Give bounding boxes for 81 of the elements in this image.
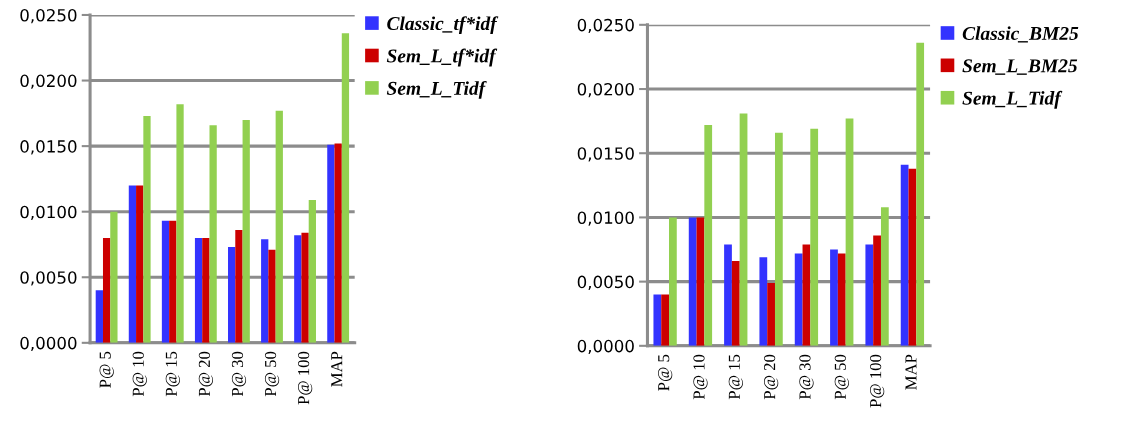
y-tick-label: 0,0150 [577, 147, 634, 162]
bar [294, 235, 302, 343]
y-tick-label: 0,0050 [577, 275, 634, 290]
x-tick-label: P@ 5 [99, 351, 114, 388]
x-tick-label: MAP [331, 351, 343, 387]
bar [900, 164, 909, 346]
bar [653, 294, 662, 346]
bar [95, 290, 103, 343]
bar [731, 261, 740, 346]
x-tick-label: P@ 20 [198, 351, 214, 397]
bar [810, 128, 819, 346]
y-tick-label: 0,0150 [20, 140, 77, 155]
bar [169, 220, 177, 343]
legend-label: Sem_L_tf*idf [386, 48, 498, 67]
bar [275, 110, 283, 343]
bar [661, 294, 669, 346]
x-tick-label: P@ 15 [165, 351, 180, 397]
y-tick-label: 0,0200 [20, 74, 77, 89]
legend-label: Classic_BM25 [962, 26, 1079, 43]
legend-label: Sem_L_BM25 [962, 59, 1078, 75]
x-tick-label: P@ 15 [728, 354, 743, 400]
bar [341, 33, 350, 343]
bar [194, 237, 203, 343]
bar [865, 244, 874, 346]
x-tick-label: P@ 50 [834, 354, 849, 400]
bar [128, 185, 137, 343]
bar [143, 115, 151, 343]
bar [759, 257, 768, 346]
bar [110, 211, 118, 343]
bar [268, 249, 276, 343]
legend-label: Classic_tf*idf [387, 16, 499, 35]
y-tick-label: 0,0000 [20, 336, 77, 352]
y-tick-label: 0,0000 [577, 339, 634, 355]
x-tick-label: P@ 10 [132, 351, 147, 397]
y-tick-label: 0,0200 [577, 82, 634, 98]
bar [261, 239, 269, 343]
bar [176, 104, 184, 343]
bar [794, 253, 803, 346]
x-tick-label: MAP [905, 354, 917, 390]
bar [845, 118, 854, 346]
x-tick-label: P@ 50 [264, 351, 280, 397]
y-tick-label: 0,0100 [20, 205, 77, 220]
y-tick-label: 0,0050 [20, 271, 77, 286]
bar [161, 220, 170, 343]
bar [704, 124, 713, 346]
bar [228, 247, 236, 343]
bar [308, 199, 316, 343]
y-tick-label: 0,0100 [577, 211, 634, 226]
bar [242, 119, 250, 343]
legend-label: Sem_L_Tidf [386, 81, 487, 99]
bar [837, 253, 846, 346]
bar [830, 249, 838, 346]
y-tick-label: 0,0250 [577, 18, 634, 34]
x-tick-label: P@ 30 [799, 354, 814, 400]
bar [739, 113, 748, 346]
bar [802, 244, 811, 346]
bar [202, 237, 210, 343]
x-tick-label: P@ 30 [231, 351, 247, 397]
bar [334, 143, 342, 343]
bar [696, 217, 705, 346]
bar [873, 235, 881, 346]
y-tick-label: 0,0250 [20, 8, 77, 24]
x-tick-label: P@ 100 [297, 351, 313, 405]
bar [767, 282, 775, 346]
bar [724, 244, 732, 346]
bar [688, 217, 697, 346]
x-tick-label: P@ 5 [658, 354, 673, 391]
bar [301, 232, 309, 343]
bar [209, 125, 217, 343]
bar [235, 230, 243, 343]
bar [774, 132, 783, 346]
bar [916, 42, 925, 346]
bar [102, 237, 111, 343]
bar [669, 217, 677, 346]
bar [327, 144, 335, 343]
legend-label: Sem_L_Tidf [962, 90, 1063, 109]
x-tick-label: P@ 10 [693, 354, 708, 400]
bar [880, 207, 889, 346]
x-tick-label: P@ 20 [764, 354, 779, 400]
x-tick-label: P@ 100 [869, 354, 885, 408]
bar [136, 185, 144, 343]
